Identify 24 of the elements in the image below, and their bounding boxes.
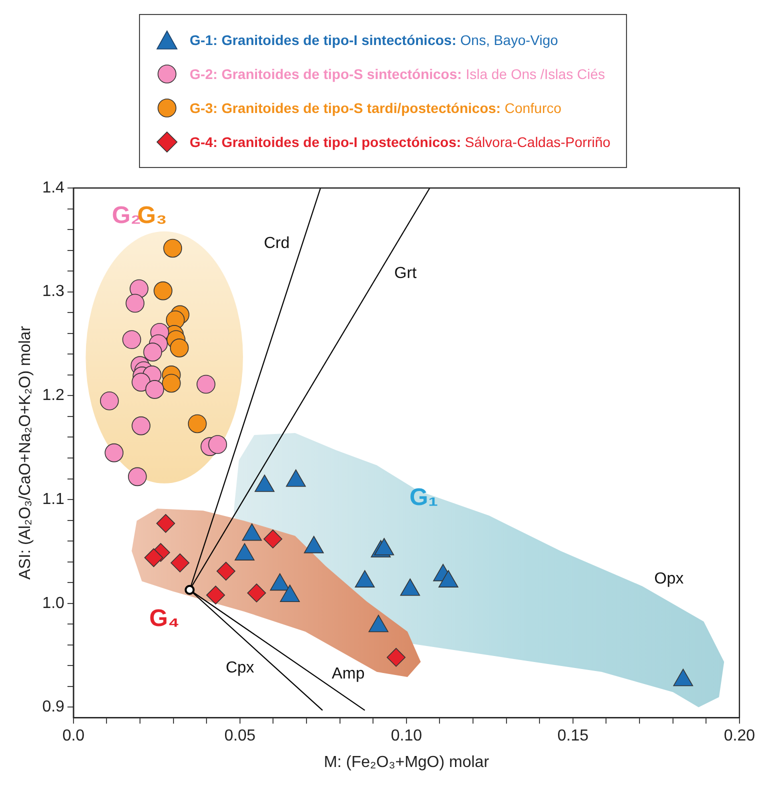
annotation: Amp (332, 665, 365, 682)
legend-label: G-3: Granitoides de tipo-S tardi/postectónicos: Confurco (190, 100, 562, 116)
y-tick-label: 1.1 (42, 490, 65, 508)
annotation: Crd (264, 234, 290, 252)
legend-label: G-1: Granitoides de tipo-I sintectónicos: Ons, Bayo-Vigo (190, 32, 558, 48)
x-tick-label: 0.10 (390, 728, 422, 745)
y-axis-title: ASI: (Al₂O₃/CaO+Na₂O+K₂O) molar (17, 325, 34, 580)
legend-label: G-4: Granitoides de tipo-I postectónicos: Sálvora-Caldas-Porriño (190, 134, 610, 150)
x-tick-label: 0.20 (724, 728, 756, 745)
y-tick-label: 1.2 (42, 387, 65, 404)
annotation: Grt (394, 265, 418, 282)
x-tick-label: 0.05 (224, 728, 256, 745)
x-tick-label: 0.0 (62, 728, 85, 745)
y-tick-label: 1.3 (42, 283, 65, 300)
y-tick-label: 1.4 (42, 179, 65, 196)
y-tick-label: 1.0 (42, 594, 65, 612)
annotation: Cpx (226, 659, 254, 676)
x-axis-title: M: (Fe₂O₃+MgO) molar (324, 754, 490, 771)
annotation: Opx (654, 570, 684, 588)
y-tick-label: 0.9 (42, 698, 65, 716)
x-tick-label: 0.15 (557, 728, 589, 745)
annotation: G₁ (410, 484, 438, 512)
legend-label: G-2: Granitoides de tipo-S sintectónicos: Isla de Ons /Islas Ciés (190, 66, 605, 82)
annotation: G₄ (149, 605, 180, 632)
